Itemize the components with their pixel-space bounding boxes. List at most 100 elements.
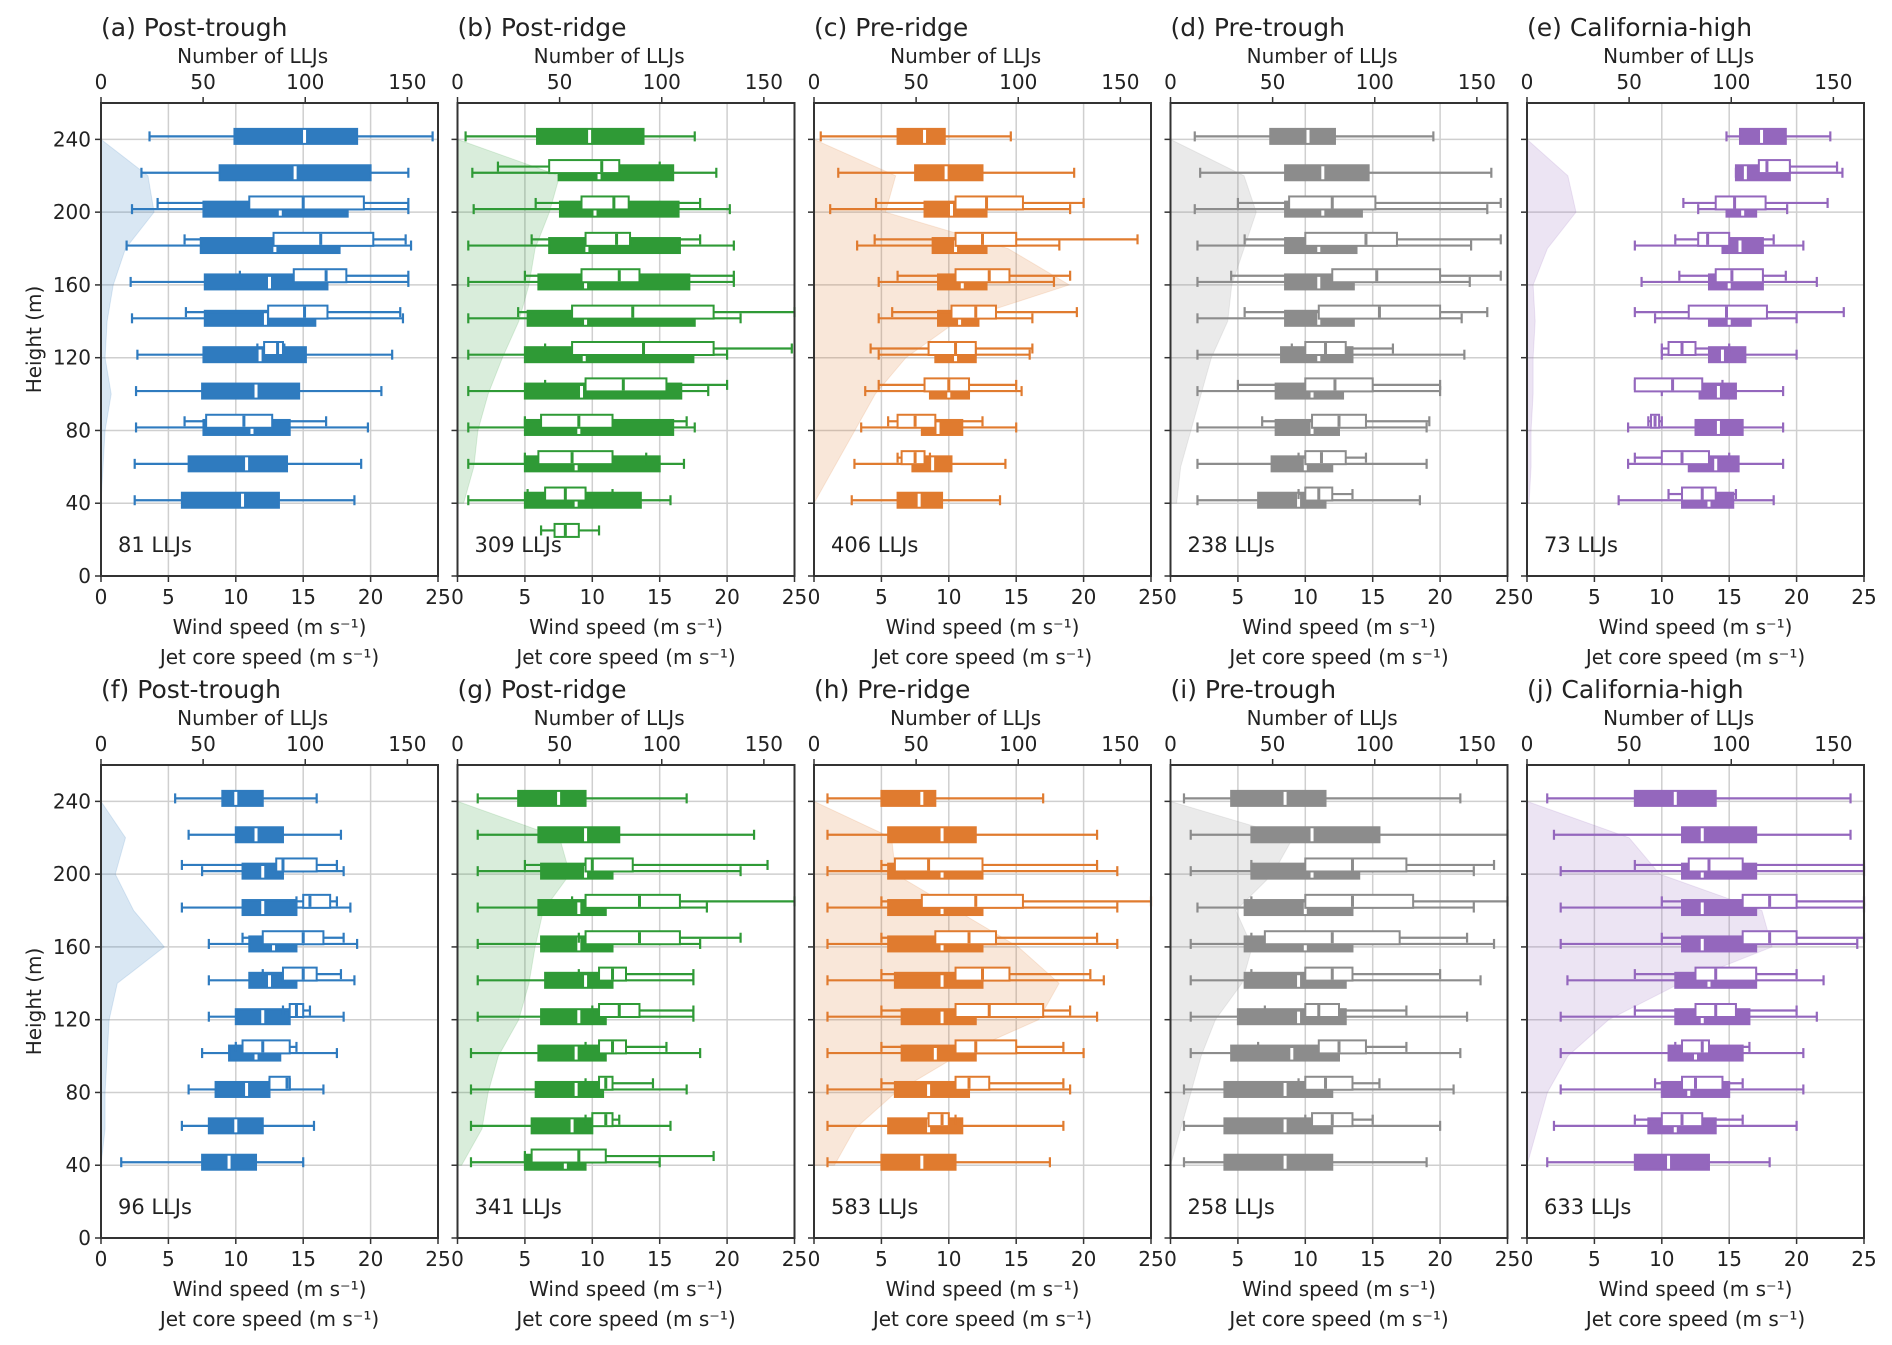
llj-count-label: 73 LLJs: [1544, 533, 1618, 557]
llj-count-area: [1526, 138, 1577, 504]
jet-core-box: [1633, 1112, 1744, 1128]
top-tick-label: 50: [1616, 70, 1641, 94]
x-tick-label: 20: [1784, 585, 1809, 609]
jet-core-box: [184, 304, 402, 320]
x-axis-label-core: Jet core speed (m s⁻¹): [1584, 1307, 1805, 1331]
llj-count-label: 583 LLJs: [831, 1195, 918, 1219]
panel-title: (f) Post-trough: [101, 675, 281, 704]
panel-e: 0 5 10 15 20 25 0 50 100 150 (e) California-highNu…: [1521, 13, 1877, 669]
jet-core-box: [241, 930, 345, 946]
top-tick-label: 150: [1101, 732, 1139, 756]
box-iqr: [261, 930, 325, 946]
top-tick-label: 0: [808, 732, 821, 756]
jet-core-box: [880, 966, 1092, 982]
box-iqr: [584, 857, 634, 873]
x-axis-label-core: Jet core speed (m s⁻¹): [514, 1307, 735, 1331]
jet-core-box: [256, 341, 286, 356]
box-iqr: [302, 893, 332, 909]
box-iqr: [893, 857, 984, 873]
x-axis-label-wind: Wind speed (m s⁻¹): [1242, 615, 1436, 639]
x-axis-label-core: Jet core speed (m s⁻¹): [158, 1307, 379, 1331]
box-iqr: [205, 413, 274, 429]
panel-title: (a) Post-trough: [101, 13, 288, 42]
panel-j: 0 5 10 15 20 25 0 50 100 150 (j) California-highNu…: [1521, 675, 1877, 1331]
panel-d: 0 5 10 15 20 25 0 50 100 150 (d) Pre-troughNumber …: [1164, 13, 1520, 669]
jet-core-box: [880, 1039, 1065, 1055]
jet-core-box: [1682, 195, 1829, 211]
box-iqr: [1304, 893, 1415, 909]
top-tick-label: 150: [1458, 70, 1496, 94]
x-tick-label: 10: [936, 585, 961, 609]
jet-core-box: [180, 857, 338, 873]
x-tick-label: 10: [936, 1247, 961, 1271]
top-tick-label: 50: [1260, 732, 1285, 756]
x-axis-label-core: Jet core speed (m s⁻¹): [1584, 645, 1805, 669]
box-iqr: [1304, 1003, 1341, 1018]
wind-speed-box: [148, 127, 434, 145]
box-iqr: [1714, 195, 1767, 211]
box-iqr: [275, 857, 318, 873]
x-tick-label: 15: [647, 585, 672, 609]
jet-core-box: [1250, 857, 1496, 873]
box-iqr: [241, 1039, 291, 1055]
top-tick-label: 0: [1521, 732, 1534, 756]
jet-core-box: [523, 857, 769, 873]
x-axis-label-core: Jet core speed (m s⁻¹): [1227, 1307, 1448, 1331]
box-iqr: [1304, 231, 1398, 247]
jet-core-box: [1660, 893, 1866, 909]
wind-speed-box: [1182, 789, 1462, 807]
axes-frame: [1526, 102, 1865, 577]
jet-core-box: [1653, 1075, 1744, 1091]
jet-core-box: [1243, 304, 1489, 320]
box-iqr: [887, 826, 977, 844]
box-iqr: [537, 826, 621, 844]
jet-core-box: [1647, 413, 1663, 429]
top-tick-label: 50: [903, 70, 928, 94]
box-iqr: [1317, 1039, 1367, 1055]
jet-core-box: [880, 857, 1099, 873]
axes-frame: [813, 764, 1152, 1239]
x-tick-label: 20: [1427, 1247, 1452, 1271]
x-tick-label: 25: [1851, 585, 1876, 609]
box-iqr: [1331, 268, 1442, 284]
top-tick-label: 0: [95, 70, 108, 94]
wind-speed-box: [826, 789, 1045, 807]
x-tick-label: 15: [1360, 1247, 1385, 1271]
jet-core-box: [880, 893, 1153, 909]
axes-frame: [456, 764, 796, 1239]
box-iqr: [1304, 966, 1354, 982]
wind-speed-box: [174, 789, 318, 807]
jet-core-box: [1674, 1039, 1751, 1055]
box-iqr: [1681, 486, 1717, 502]
box-iqr: [1707, 346, 1747, 364]
x-tick-label: 15: [1003, 585, 1028, 609]
jet-core-box: [1290, 341, 1395, 356]
jet-core-box: [570, 893, 796, 909]
x-tick-label: 20: [714, 585, 739, 609]
x-tick-label: 10: [1293, 1247, 1318, 1271]
wind-speed-box: [180, 1117, 316, 1135]
box-iqr: [1230, 789, 1327, 807]
panel-title: (g) Post-ridge: [458, 675, 627, 704]
top-tick-label: 100: [286, 732, 324, 756]
y-axis-label: Height (m): [22, 948, 46, 1056]
jet-core-box: [869, 341, 1034, 356]
box-iqr: [584, 377, 668, 393]
jet-core-box: [1297, 450, 1368, 466]
box-iqr: [954, 1003, 1045, 1018]
llj-count-label: 96 LLJs: [118, 1195, 192, 1219]
top-axis-label: Number of LLJs: [1247, 44, 1398, 68]
x-tick-label: 5: [1232, 585, 1245, 609]
y-tick-label: 160: [53, 273, 91, 297]
jet-core-box: [577, 930, 742, 946]
box-iqr: [1633, 377, 1704, 393]
box-iqr: [263, 341, 284, 356]
y-tick-label: 0: [78, 1226, 91, 1250]
x-tick-label: 10: [580, 1247, 605, 1271]
wind-speed-box: [469, 1117, 672, 1135]
llj-count-label: 258 LLJs: [1188, 1195, 1275, 1219]
wind-speed-box: [133, 455, 363, 473]
box-iqr: [180, 491, 280, 509]
box-iqr: [950, 304, 997, 320]
